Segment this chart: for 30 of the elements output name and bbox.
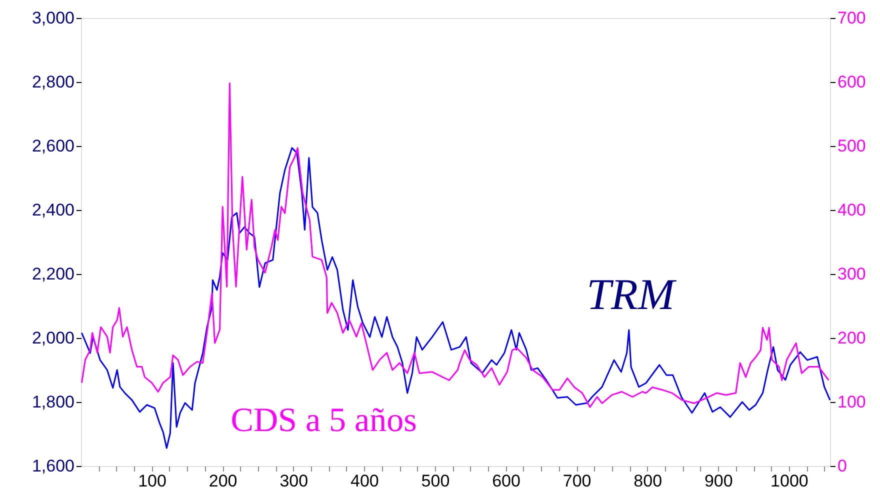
series-label: CDS a 5 años <box>230 402 417 440</box>
x-tick-label: 500 <box>421 472 450 490</box>
x-tick-label: 900 <box>704 472 733 490</box>
x-tick-label: 1000 <box>770 472 808 490</box>
y2-tick-label: 600 <box>838 72 866 92</box>
x-tick-label: 700 <box>562 472 592 490</box>
y-tick-label: 2,000 <box>32 328 74 348</box>
x-tick-label: 600 <box>492 472 520 490</box>
y-tick-label: 2,400 <box>32 200 74 220</box>
y-tick-label: 2,200 <box>32 264 74 284</box>
y-tick-label: 2,800 <box>32 72 74 92</box>
y2-tick-label: 0 <box>838 456 847 476</box>
x-tick-label: 300 <box>280 472 308 490</box>
series-label: TRM <box>586 270 677 319</box>
y2-tick-label: 400 <box>838 200 866 220</box>
y2-tick-label: 500 <box>838 136 866 156</box>
y-tick-label: 1,800 <box>32 392 74 412</box>
line-series <box>80 147 831 449</box>
y2-tick-label: 200 <box>838 328 866 348</box>
y-tick-label: 2,600 <box>32 136 74 156</box>
x-tick-label: 100 <box>138 472 166 490</box>
y2-tick-label: 100 <box>838 392 866 412</box>
y-tick-label: 1,600 <box>32 456 74 476</box>
x-tick-label: 400 <box>350 472 379 490</box>
y2-tick-label: 700 <box>838 8 866 28</box>
y2-tick-label: 300 <box>838 264 866 284</box>
y-tick-label: 3,000 <box>32 8 74 28</box>
x-tick-label: 800 <box>634 472 662 490</box>
x-tick-label: 200 <box>208 472 238 490</box>
line-series <box>80 82 830 408</box>
